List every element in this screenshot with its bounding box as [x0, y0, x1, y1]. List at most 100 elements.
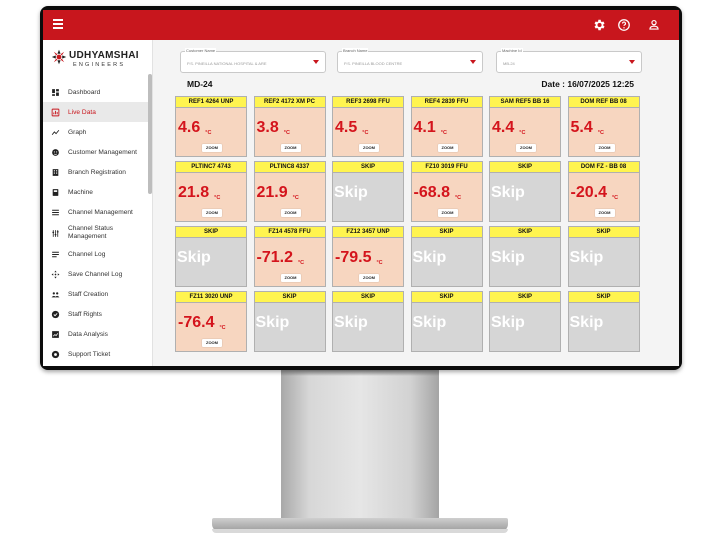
- channel-tile-title: FZ10 3019 FFU: [411, 162, 482, 173]
- zoom-button[interactable]: ZOOM: [594, 209, 615, 217]
- sidebar-item-staff-creation[interactable]: Staff Creation: [43, 284, 149, 304]
- channel-skip-label: Skip: [412, 249, 447, 266]
- chevron-down-icon: [470, 60, 476, 64]
- channel-tile: FZ14 4578 FFU -71.2 °C ZOOM: [253, 226, 326, 287]
- zoom-button[interactable]: ZOOM: [202, 144, 222, 152]
- channel-skip-label: Skip: [255, 314, 290, 331]
- zoom-button[interactable]: ZOOM: [359, 274, 379, 282]
- help-icon[interactable]: [617, 18, 631, 32]
- temperature-value: 5.4: [570, 119, 593, 136]
- customer-select-label: Customer Name: [185, 48, 217, 53]
- sidebar-item-data-analysis[interactable]: Data Analysis: [43, 324, 149, 344]
- monitor-stand: [281, 370, 439, 527]
- graph-icon: [51, 128, 60, 137]
- brand-subtitle: ENGINEERS: [73, 62, 126, 68]
- sidebar-item-label: Staff Rights: [68, 310, 102, 318]
- customer-select[interactable]: Customer Name P.S. PINEILLA NATIONAL HOS…: [180, 48, 326, 73]
- channel-tile-title: PLTINC7 4743: [176, 162, 246, 173]
- live-data-icon: [51, 108, 60, 117]
- temperature-value: 21.8: [178, 184, 210, 201]
- channel-temperature: 4.5 °C: [335, 119, 368, 137]
- temperature-unit: °C: [454, 195, 462, 201]
- machine-title: MD-24: [187, 79, 213, 89]
- brand-name: UDHYAMSHAI: [69, 50, 139, 61]
- zoom-button[interactable]: ZOOM: [280, 209, 301, 217]
- channel-tile-title: PLTINC8 4337: [254, 162, 325, 173]
- sidebar-item-dashboard[interactable]: Dashboard: [43, 82, 149, 102]
- temperature-value: -20.4: [570, 184, 607, 201]
- check-circle-icon: [51, 310, 60, 319]
- temperature-unit: °C: [440, 130, 447, 136]
- zoom-button[interactable]: ZOOM: [202, 339, 222, 347]
- channel-skip-label: Skip: [334, 184, 368, 201]
- sidebar-item-graph[interactable]: Graph: [43, 122, 149, 142]
- logo-mark-icon: [51, 49, 67, 65]
- gear-icon[interactable]: [592, 18, 606, 32]
- sidebar-item-machine[interactable]: Machine: [43, 182, 149, 202]
- sidebar-item-label: Live Data: [68, 108, 96, 116]
- sidebar-item-label: Staff Creation: [68, 290, 109, 298]
- channel-skip-label: Skip: [412, 314, 447, 331]
- temperature-value: 3.8: [256, 119, 279, 136]
- zoom-button[interactable]: ZOOM: [516, 144, 536, 152]
- sidebar-item-support-ticket[interactable]: Support Ticket: [43, 344, 149, 364]
- chevron-down-icon: [313, 60, 319, 64]
- temperature-value: 4.5: [335, 119, 358, 136]
- zoom-button[interactable]: ZOOM: [437, 144, 458, 152]
- machine-select[interactable]: Machine Id MB-24: [496, 48, 642, 73]
- user-icon[interactable]: [647, 18, 661, 32]
- sidebar-item-customer-management[interactable]: Customer Management: [43, 142, 149, 162]
- log-icon: [51, 250, 60, 259]
- channel-tile-skip: SKIP Skip: [410, 226, 483, 287]
- customer-select-value: P.S. PINEILLA NATIONAL HOSPITAL & ARE: [187, 61, 267, 66]
- temperature-unit: °C: [376, 260, 383, 266]
- temperature-value: -76.4: [178, 314, 215, 331]
- sidebar-item-label: Dashboard: [68, 88, 101, 96]
- temperature-value: -71.2: [256, 249, 293, 266]
- zoom-button[interactable]: ZOOM: [359, 144, 379, 152]
- channel-tile-title: SKIP: [333, 162, 403, 173]
- machine-icon: [51, 188, 60, 197]
- channel-tile: REF2 4172 XM PC 3.8 °C ZOOM: [253, 96, 326, 157]
- channel-temperature: 4.1 °C: [414, 119, 447, 137]
- analysis-icon: [51, 330, 60, 339]
- branch-select[interactable]: Branch Name P.S. PINEILLA BLOOD CENTRE: [337, 48, 483, 73]
- channel-tile-title: SAM REF5 BB 16: [490, 97, 560, 108]
- zoom-button[interactable]: ZOOM: [437, 209, 458, 217]
- temperature-value: -79.5: [335, 249, 372, 266]
- dashboard-icon: [51, 88, 60, 97]
- channel-tile: DOM FZ - BB 08 -20.4 °C ZOOM: [567, 161, 640, 222]
- zoom-button[interactable]: ZOOM: [594, 144, 615, 152]
- sidebar-item-staff-rights[interactable]: Staff Rights: [43, 304, 149, 324]
- sidebar-item-branch-registration[interactable]: Branch Registration: [43, 162, 149, 182]
- sidebar-item-save-channel-log[interactable]: Save Channel Log: [43, 264, 149, 284]
- monitor-base: [212, 518, 508, 532]
- channel-tile-skip: SKIP Skip: [332, 291, 404, 352]
- zoom-button[interactable]: ZOOM: [280, 144, 301, 152]
- temperature-value: -68.8: [413, 184, 450, 201]
- branch-select-label: Branch Name: [342, 48, 369, 53]
- sidebar-item-channel-status-management[interactable]: Channel Status Management: [43, 222, 149, 244]
- channel-tile-title: SKIP: [490, 162, 560, 173]
- sidebar-item-live-data[interactable]: Live Data: [43, 102, 149, 122]
- zoom-button[interactable]: ZOOM: [280, 274, 301, 282]
- channel-tile: PLTINC7 4743 21.8 °C ZOOM: [175, 161, 247, 222]
- temperature-unit: °C: [205, 130, 212, 136]
- temperature-unit: °C: [219, 325, 226, 331]
- channel-tile: FZ12 3457 UNP -79.5 °C ZOOM: [332, 226, 404, 287]
- sidebar-item-label: Channel Status Management: [68, 225, 114, 240]
- channel-tile: SAM REF5 BB 16 4.4 °C ZOOM: [489, 96, 561, 157]
- sidebar-item-channel-management[interactable]: Channel Management: [43, 202, 149, 222]
- temperature-unit: °C: [283, 130, 290, 136]
- channel-tile-title: SKIP: [490, 292, 560, 303]
- channel-skip-label: Skip: [491, 314, 525, 331]
- channel-temperature: 4.6 °C: [178, 119, 211, 137]
- move-icon: [51, 270, 60, 279]
- hamburger-icon[interactable]: [53, 19, 65, 31]
- zoom-button[interactable]: ZOOM: [202, 209, 222, 217]
- temperature-unit: °C: [297, 260, 305, 266]
- channel-tile: REF1 4264 UNP 4.6 °C ZOOM: [175, 96, 247, 157]
- sidebar-item-channel-log[interactable]: Channel Log: [43, 244, 149, 264]
- sidebar-item-label: Graph: [68, 128, 87, 136]
- sidebar-scrollbar[interactable]: [148, 74, 152, 194]
